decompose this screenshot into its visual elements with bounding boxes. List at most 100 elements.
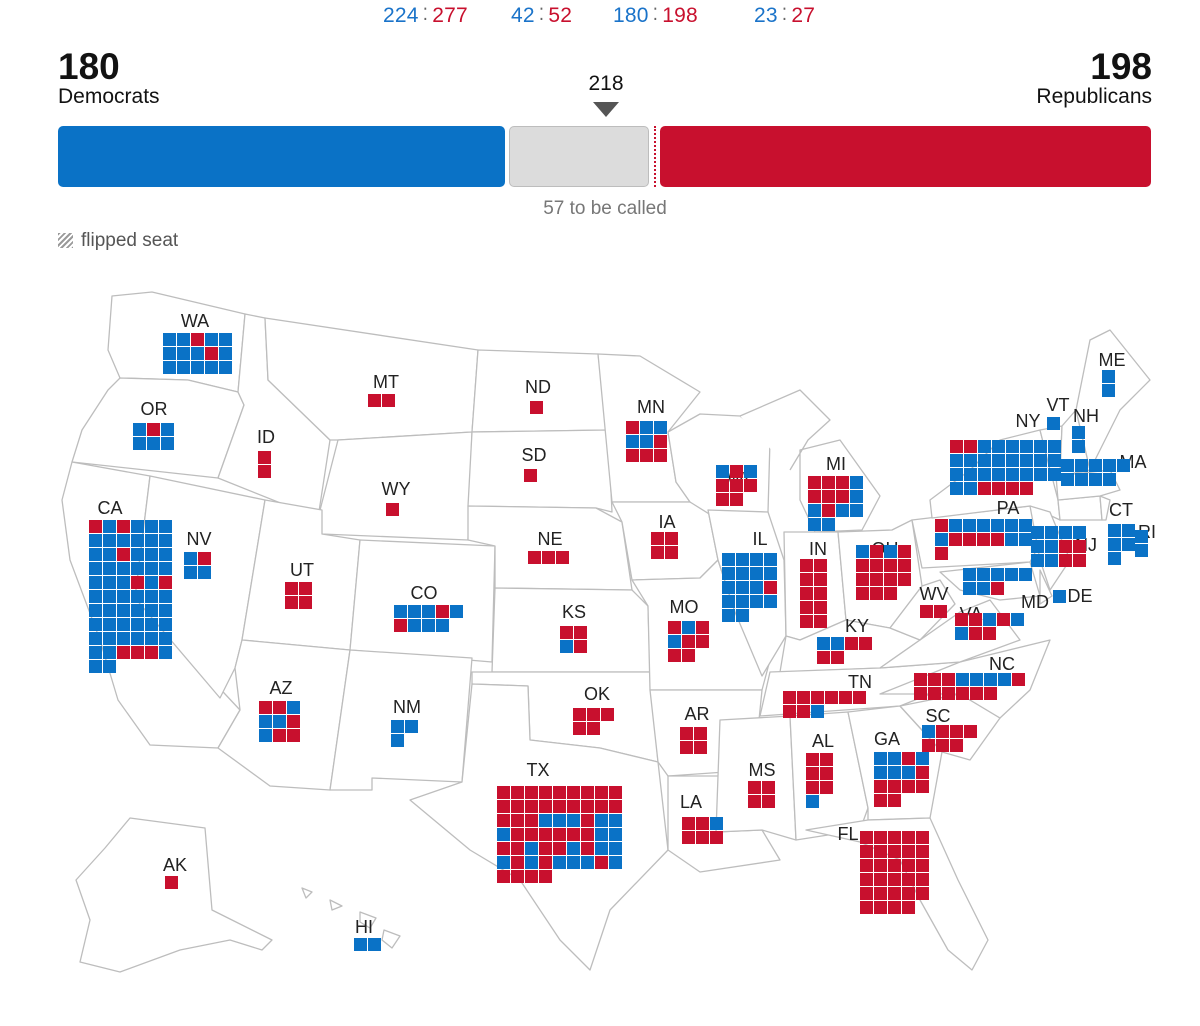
seat-mi-3[interactable]: [836, 476, 849, 489]
seat-ca-42[interactable]: [159, 604, 172, 617]
seat-tx-3[interactable]: [525, 786, 538, 799]
seat-ca-59[interactable]: [145, 646, 158, 659]
seat-tn-2[interactable]: [797, 691, 810, 704]
seat-wi-4[interactable]: [716, 479, 729, 492]
seat-ks-4[interactable]: [574, 640, 587, 653]
seat-nc-12[interactable]: [956, 687, 969, 700]
seat-id-2[interactable]: [258, 465, 271, 478]
seat-fl-18[interactable]: [888, 873, 901, 886]
seat-ut-3[interactable]: [285, 596, 298, 609]
seat-az-7[interactable]: [259, 729, 272, 742]
seat-oh-7[interactable]: [884, 559, 897, 572]
seat-ca-13[interactable]: [89, 548, 102, 561]
seat-il-16[interactable]: [764, 595, 777, 608]
seat-mn-5[interactable]: [640, 435, 653, 448]
seat-tx-47[interactable]: [511, 856, 524, 869]
seat-az-4[interactable]: [259, 715, 272, 728]
seat-fl-21[interactable]: [860, 887, 873, 900]
seat-il-10[interactable]: [736, 581, 749, 594]
seat-ok-5[interactable]: [587, 722, 600, 735]
seat-tx-12[interactable]: [525, 800, 538, 813]
seat-oh-6[interactable]: [870, 559, 883, 572]
seat-ny-1[interactable]: [950, 440, 963, 453]
seat-nv-1[interactable]: [184, 552, 197, 565]
seat-tx-40[interactable]: [539, 842, 552, 855]
seat-mi-6[interactable]: [822, 490, 835, 503]
seat-ri-1[interactable]: [1135, 530, 1148, 543]
seat-ca-57[interactable]: [117, 646, 130, 659]
seat-oh-5[interactable]: [856, 559, 869, 572]
seat-de-1[interactable]: [1053, 590, 1066, 603]
seat-tx-45[interactable]: [609, 842, 622, 855]
seat-ca-49[interactable]: [89, 632, 102, 645]
seat-co-8[interactable]: [422, 619, 435, 632]
seat-il-17[interactable]: [722, 609, 735, 622]
seat-vt-1[interactable]: [1047, 417, 1060, 430]
seat-va-4[interactable]: [997, 613, 1010, 626]
seat-ca-21[interactable]: [117, 562, 130, 575]
seat-oh-9[interactable]: [856, 573, 869, 586]
seat-ca-14[interactable]: [103, 548, 116, 561]
seat-mo-3[interactable]: [696, 621, 709, 634]
seat-in-9[interactable]: [800, 615, 813, 628]
seat-wa-14[interactable]: [205, 361, 218, 374]
seat-tx-44[interactable]: [595, 842, 608, 855]
seat-tx-53[interactable]: [595, 856, 608, 869]
seat-tx-49[interactable]: [539, 856, 552, 869]
seat-md-4[interactable]: [1005, 568, 1018, 581]
seat-mo-8[interactable]: [682, 649, 695, 662]
seat-or-3[interactable]: [161, 423, 174, 436]
seat-md-2[interactable]: [977, 568, 990, 581]
seat-ny-15[interactable]: [1034, 454, 1047, 467]
seat-in-10[interactable]: [814, 615, 827, 628]
seat-co-3[interactable]: [422, 605, 435, 618]
seat-ny-24[interactable]: [1048, 468, 1061, 481]
seat-wi-6[interactable]: [744, 479, 757, 492]
seat-ny-23[interactable]: [1034, 468, 1047, 481]
seat-or-5[interactable]: [147, 437, 160, 450]
seat-ga-4[interactable]: [916, 752, 929, 765]
seat-ky-1[interactable]: [817, 637, 830, 650]
seat-oh-10[interactable]: [870, 573, 883, 586]
seat-fl-10[interactable]: [916, 845, 929, 858]
seat-ga-10[interactable]: [888, 780, 901, 793]
seat-ny-28[interactable]: [992, 482, 1005, 495]
seat-mi-2[interactable]: [822, 476, 835, 489]
seat-oh-4[interactable]: [898, 545, 911, 558]
seat-ar-2[interactable]: [694, 727, 707, 740]
seat-fl-29[interactable]: [902, 901, 915, 914]
seat-pa-13[interactable]: [1005, 533, 1018, 546]
seat-tx-1[interactable]: [497, 786, 510, 799]
seat-tn-6[interactable]: [853, 691, 866, 704]
seat-tx-19[interactable]: [497, 814, 510, 827]
seat-nv-2[interactable]: [198, 552, 211, 565]
seat-ma-6[interactable]: [1061, 473, 1074, 486]
seat-il-6[interactable]: [736, 567, 749, 580]
seat-ca-15[interactable]: [117, 548, 130, 561]
seat-ms-4[interactable]: [762, 795, 775, 808]
seat-ca-30[interactable]: [159, 576, 172, 589]
seat-md-3[interactable]: [991, 568, 1004, 581]
seat-la-3[interactable]: [710, 817, 723, 830]
seat-ca-47[interactable]: [145, 618, 158, 631]
seat-tx-2[interactable]: [511, 786, 524, 799]
seat-ca-20[interactable]: [103, 562, 116, 575]
seat-tx-38[interactable]: [511, 842, 524, 855]
seat-il-1[interactable]: [722, 553, 735, 566]
seat-ca-35[interactable]: [145, 590, 158, 603]
seat-tx-7[interactable]: [581, 786, 594, 799]
seat-ga-11[interactable]: [902, 780, 915, 793]
seat-sc-2[interactable]: [936, 725, 949, 738]
seat-al-7[interactable]: [806, 795, 819, 808]
seat-ca-38[interactable]: [103, 604, 116, 617]
seat-tn-9[interactable]: [811, 705, 824, 718]
seat-ct-3[interactable]: [1108, 538, 1121, 551]
seat-mi-1[interactable]: [808, 476, 821, 489]
seat-co-1[interactable]: [394, 605, 407, 618]
seat-tx-15[interactable]: [567, 800, 580, 813]
seat-ga-6[interactable]: [888, 766, 901, 779]
seat-ca-60[interactable]: [159, 646, 172, 659]
seat-ak-1[interactable]: [165, 876, 178, 889]
seat-in-4[interactable]: [814, 573, 827, 586]
seat-va-1[interactable]: [955, 613, 968, 626]
